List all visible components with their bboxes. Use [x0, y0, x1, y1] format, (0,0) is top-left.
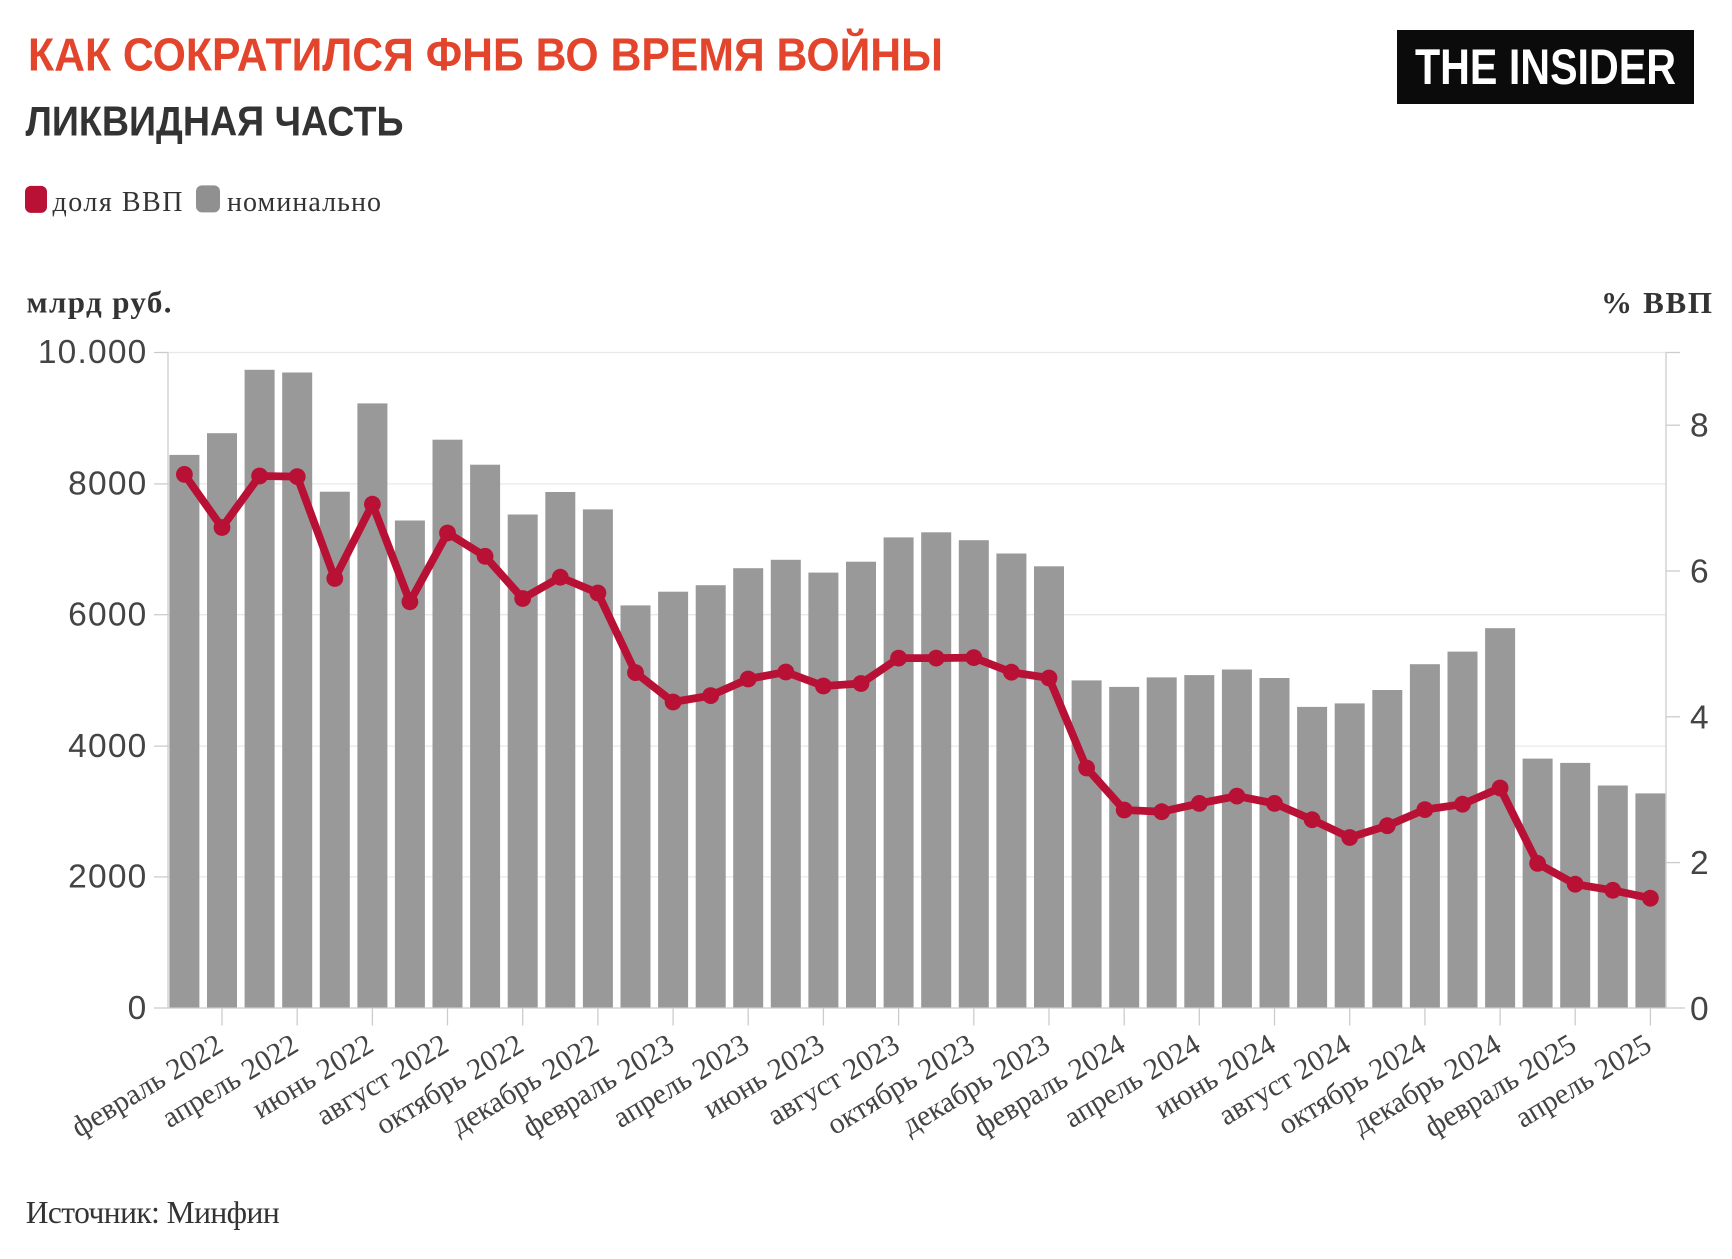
svg-text:6: 6 [1690, 554, 1709, 591]
svg-text:4: 4 [1690, 699, 1709, 736]
svg-text:8: 8 [1690, 408, 1709, 445]
svg-text:10.000: 10.000 [38, 334, 148, 371]
svg-text:0: 0 [1690, 991, 1709, 1028]
svg-text:2000: 2000 [68, 859, 147, 896]
svg-text:4000: 4000 [68, 728, 147, 765]
svg-text:Источник: Минфин: Источник: Минфин [26, 1195, 280, 1230]
svg-text:ЛИКВИДНАЯ ЧАСТЬ: ЛИКВИДНАЯ ЧАСТЬ [26, 97, 404, 144]
svg-text:2: 2 [1690, 845, 1709, 882]
svg-text:КАК СОКРАТИЛСЯ ФНБ ВО ВРЕМЯ ВО: КАК СОКРАТИЛСЯ ФНБ ВО ВРЕМЯ ВОЙНЫ [28, 29, 943, 81]
svg-text:млрд руб.: млрд руб. [27, 285, 172, 320]
svg-text:THE INSIDER: THE INSIDER [1415, 39, 1676, 95]
svg-text:6000: 6000 [68, 596, 147, 633]
svg-text:8000: 8000 [68, 466, 147, 503]
svg-text:% ВВП: % ВВП [1601, 285, 1712, 320]
svg-text:доля ВВП: доля ВВП [53, 187, 183, 218]
svg-text:номинально: номинально [227, 187, 381, 218]
svg-text:0: 0 [128, 990, 148, 1027]
